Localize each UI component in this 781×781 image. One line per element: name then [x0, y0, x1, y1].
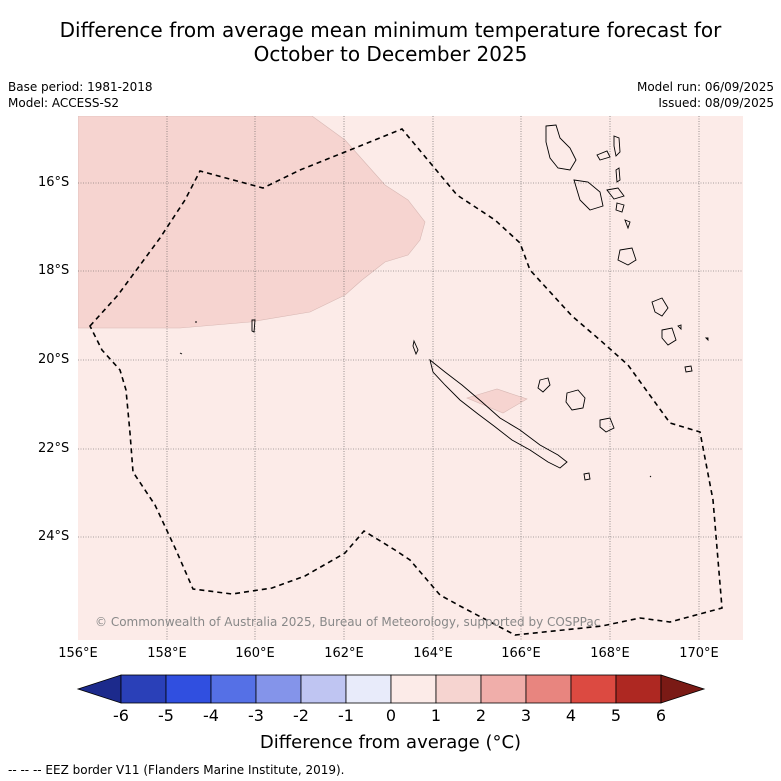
- eez-border: [89, 128, 723, 636]
- colorbar-tick-label: 3: [520, 706, 532, 725]
- anomaly-1-2-region: [78, 116, 426, 329]
- colorbar-tick-label: 6: [655, 706, 667, 725]
- colorbar-tick-label: -1: [338, 706, 354, 725]
- anomaly-1-2-patch: [466, 388, 528, 414]
- colorbar-tick-label: -3: [248, 706, 264, 725]
- chart-title: Difference from average mean minimum tem…: [0, 18, 781, 66]
- model-run: Model run: 06/09/2025: [636, 80, 774, 94]
- model-name: Model: ACCESS-S2: [8, 96, 120, 110]
- reef-islet-3: [649, 475, 652, 478]
- mare-coast: [599, 417, 615, 433]
- lon-label-164e: 164°E: [413, 646, 453, 661]
- ambae-coast: [596, 150, 611, 161]
- colorbar-tick-label: 2: [475, 706, 487, 725]
- colorbar-segment: [390, 674, 437, 704]
- colorbar-tick-label: -4: [203, 706, 219, 725]
- colorbar-segment: [480, 674, 527, 704]
- colorbar-segment: [210, 674, 257, 704]
- colorbar-title: Difference from average (°C): [259, 732, 522, 753]
- isle-of-pines-coast: [583, 472, 591, 481]
- new-caledonia-coast: [429, 358, 568, 469]
- colorbar-segment: [570, 674, 617, 704]
- colorbar-extend-low: [76, 674, 122, 704]
- pentecost-coast: [615, 167, 621, 183]
- colorbar-tick-label: 5: [610, 706, 622, 725]
- lat-label-20s: 20°S: [38, 352, 70, 367]
- ouvea-coast: [537, 377, 551, 393]
- aniwa-coast: [704, 337, 709, 342]
- lifou-coast: [565, 389, 586, 411]
- malekula-coast: [573, 179, 604, 211]
- reef-islet-2: [179, 352, 183, 355]
- ambrym-coast: [606, 187, 625, 200]
- title-line-2: October to December 2025: [253, 42, 528, 66]
- colorbar-tick-label: 0: [385, 706, 397, 725]
- colorbar-segment: [345, 674, 392, 704]
- lon-label-168e: 168°E: [590, 646, 630, 661]
- colorbar-tick-label: 4: [565, 706, 577, 725]
- title-line-1: Difference from average mean minimum tem…: [59, 18, 722, 42]
- lat-label-24s: 24°S: [38, 529, 70, 544]
- lon-label-166e: 166°E: [501, 646, 541, 661]
- meta-right: Model run: 06/09/2025 Issued: 08/09/2025: [637, 79, 774, 111]
- colorbar-tick-label: -5: [158, 706, 174, 725]
- coastlines: [179, 124, 709, 481]
- colorbar-segment: [165, 674, 212, 704]
- belep-islands-coast: [412, 339, 419, 356]
- lon-label-162e: 162°E: [324, 646, 364, 661]
- meta-left: Base period: 1981-2018 Model: ACCESS-S2: [8, 79, 153, 111]
- lon-label-170e: 170°E: [679, 646, 719, 661]
- lon-label-158e: 158°E: [147, 646, 187, 661]
- colorbar-tick-label: 1: [430, 706, 442, 725]
- copyright-notice: © Commonwealth of Australia 2025, Bureau…: [95, 615, 600, 629]
- lon-label-160e: 160°E: [235, 646, 275, 661]
- colorbar-extend-high: [660, 674, 706, 704]
- erromango-coast: [651, 297, 669, 317]
- map-area: © Commonwealth of Australia 2025, Bureau…: [78, 116, 743, 640]
- colorbar-segment: [615, 674, 662, 704]
- colorbar-segment: [300, 674, 347, 704]
- colorbar-segment: [120, 674, 167, 704]
- colorbar: [76, 674, 706, 704]
- shepherd-islands-coast: [624, 219, 631, 230]
- colorbar-segment: [435, 674, 482, 704]
- chesterfield-reef-coast: [251, 319, 256, 333]
- colorbar-tick-label: -6: [113, 706, 129, 725]
- maewo-coast: [613, 135, 621, 157]
- lon-label-156e: 156°E: [58, 646, 98, 661]
- efate-coast: [617, 247, 637, 266]
- lat-label-18s: 18°S: [38, 263, 70, 278]
- tanna-coast: [661, 327, 677, 346]
- espiritu-santo-coast: [545, 124, 577, 171]
- gridlines: [78, 116, 743, 640]
- colorbar-segment: [525, 674, 572, 704]
- colorbar-segment: [255, 674, 302, 704]
- lat-label-22s: 22°S: [38, 441, 70, 456]
- futuna-coast: [677, 324, 682, 331]
- lat-label-16s: 16°S: [38, 175, 70, 190]
- colorbar-tick-label: -2: [293, 706, 309, 725]
- issued-date: Issued: 08/09/2025: [658, 96, 774, 110]
- base-period: Base period: 1981-2018: [8, 80, 153, 94]
- aneityum-coast: [684, 365, 693, 373]
- eez-footnote: -- -- -- EEZ border V11 (Flanders Marine…: [8, 763, 345, 777]
- epi-coast: [615, 202, 625, 213]
